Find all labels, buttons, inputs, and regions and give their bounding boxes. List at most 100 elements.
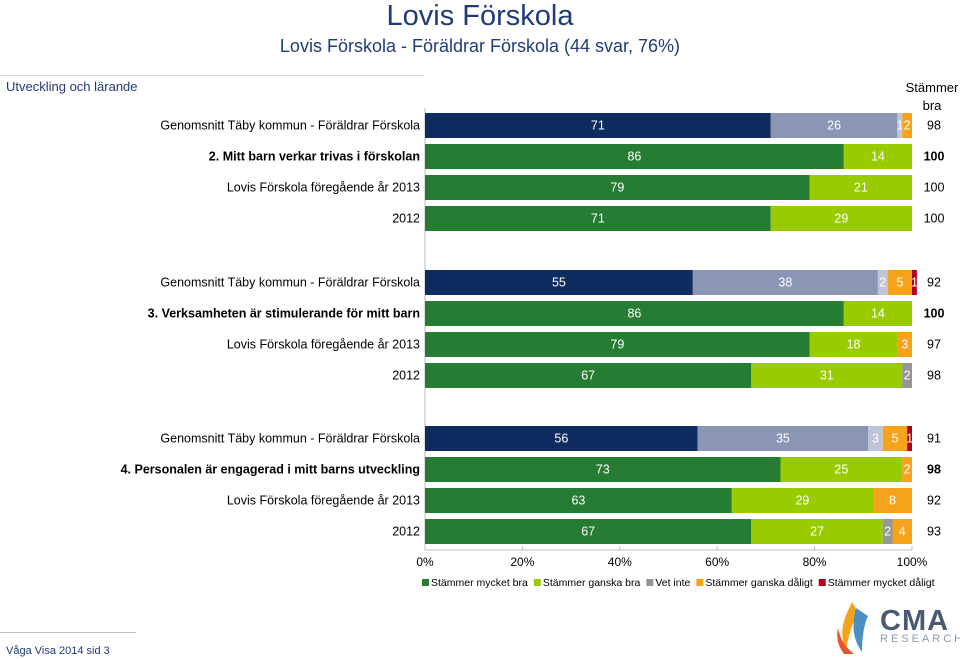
- row-label: 2012: [392, 212, 420, 226]
- bar-segment: [897, 113, 903, 138]
- bar-value-label: 56: [554, 432, 568, 446]
- bar-segment: [425, 488, 732, 513]
- bar-value-label: 0: [912, 369, 919, 383]
- bar-value-label: 79: [610, 181, 624, 195]
- legend-label: Stämmer ganska dåligt: [705, 577, 812, 589]
- header-divider: [0, 75, 424, 76]
- legend-swatch: [646, 579, 654, 586]
- bar-segment: [751, 363, 903, 388]
- legend-swatch: [533, 579, 541, 586]
- row-agree-total: 91: [927, 432, 941, 446]
- bar-segment: [897, 332, 912, 357]
- bar-value-label: 86: [627, 307, 641, 321]
- bar-segment: [731, 488, 874, 513]
- bar-segment: [425, 519, 752, 544]
- legend-swatch: [818, 579, 826, 586]
- bar-value-label: 0: [912, 307, 919, 321]
- bar-segment: [692, 270, 878, 295]
- bar-value-label: 2: [904, 119, 911, 133]
- bar-segment: [780, 457, 903, 482]
- bar-segment: [902, 113, 912, 138]
- bar-segment: [843, 301, 912, 326]
- bar-value-label: 71: [591, 212, 605, 226]
- logo-subtext: RESEARCH: [880, 633, 960, 645]
- legend-label: Stämmer mycket dåligt: [828, 577, 935, 589]
- row-label: 2012: [392, 369, 420, 383]
- row-label: Lovis Förskola föregående år 2013: [227, 494, 420, 508]
- x-tick-label: 0%: [416, 555, 434, 569]
- bar-segment: [902, 363, 912, 388]
- bar-segment: [873, 488, 912, 513]
- bar-value-label: 5: [896, 276, 903, 290]
- bar-value-label: 3: [872, 432, 879, 446]
- bar-segment: [425, 270, 693, 295]
- stacked-bar-chart: 0% 20% 40% 60% 80% 100% Genomsnitt Täby kommun…: [121, 108, 945, 589]
- row-agree-total: 100: [924, 150, 945, 164]
- bar-value-label: 29: [795, 494, 809, 508]
- row-agree-total: 100: [924, 307, 945, 321]
- row-label: 4. Personalen är engagerad i mitt barns …: [121, 463, 420, 477]
- bar-segment: [770, 206, 912, 231]
- bar-value-label: 0: [912, 369, 919, 383]
- bar-value-label: 25: [834, 463, 848, 477]
- bar-value-label: 73: [596, 463, 610, 477]
- bar-segment: [425, 301, 844, 326]
- bar-value-label: 0: [912, 181, 919, 195]
- row-agree-total: 100: [924, 181, 945, 195]
- bar-segment: [912, 270, 917, 295]
- bar-value-label: 0: [912, 494, 919, 508]
- row-agree-total: 98: [927, 463, 941, 477]
- row-label: 2012: [392, 525, 420, 539]
- bar-segment: [751, 519, 883, 544]
- footer-divider: [0, 632, 136, 633]
- bar-value-label: 38: [778, 276, 792, 290]
- bar-value-label: 35: [776, 432, 790, 446]
- bar-value-label: 3: [901, 338, 908, 352]
- bar-value-label: 71: [591, 119, 605, 133]
- bar-segment: [902, 457, 912, 482]
- bar-value-label: 2: [879, 276, 886, 290]
- bar-segment: [809, 175, 912, 200]
- x-tick-label: 100%: [897, 555, 928, 569]
- agree-column-header-line2: bra: [922, 98, 942, 113]
- bar-segment: [877, 270, 888, 295]
- bar-value-label: 14: [871, 150, 885, 164]
- row-label: 2. Mitt barn verkar trivas i förskolan: [209, 150, 420, 164]
- row-agree-total: 98: [927, 119, 941, 133]
- bar-segment: [425, 113, 771, 138]
- bar-value-label: 0: [912, 463, 919, 477]
- agree-column-header: Stämmer bra: [904, 79, 960, 115]
- bar-segment: [892, 519, 912, 544]
- row-agree-total: 93: [927, 525, 941, 539]
- bar-segment: [882, 519, 893, 544]
- bar-segment: [907, 426, 912, 451]
- bar-value-label: 8: [889, 494, 896, 508]
- row-agree-total: 100: [924, 212, 945, 226]
- bar-value-label: 2: [904, 369, 911, 383]
- x-tick-label: 20%: [510, 555, 534, 569]
- legend-label: Stämmer ganska bra: [543, 577, 641, 589]
- bar-value-label: 0: [912, 525, 919, 539]
- bar-value-label: 55: [552, 276, 566, 290]
- bar-segment: [425, 457, 781, 482]
- cma-logo-icon: [837, 602, 868, 654]
- bar-value-label: 0: [912, 307, 919, 321]
- row-label: Genomsnitt Täby kommun - Föräldrar Försk…: [160, 276, 420, 290]
- bar-value-label: 67: [581, 369, 595, 383]
- bar-value-label: 5: [891, 432, 898, 446]
- bar-value-label: 86: [627, 150, 641, 164]
- bar-segment: [809, 332, 898, 357]
- bar-value-label: 1: [906, 432, 913, 446]
- bar-value-label: 0: [912, 307, 919, 321]
- bar-value-label: 4: [899, 525, 906, 539]
- bar-segment: [770, 113, 898, 138]
- bar-value-label: 31: [820, 369, 834, 383]
- bar-value-label: 26: [827, 119, 841, 133]
- bar-segment: [697, 426, 869, 451]
- bar-segment: [425, 332, 810, 357]
- section-label: Utveckling och lärande: [6, 79, 138, 94]
- bar-value-label: 79: [610, 338, 624, 352]
- row-agree-total: 97: [927, 338, 941, 352]
- bar-value-label: 0: [912, 150, 919, 164]
- page-subtitle: Lovis Förskola - Föräldrar Förskola (44 …: [279, 36, 681, 56]
